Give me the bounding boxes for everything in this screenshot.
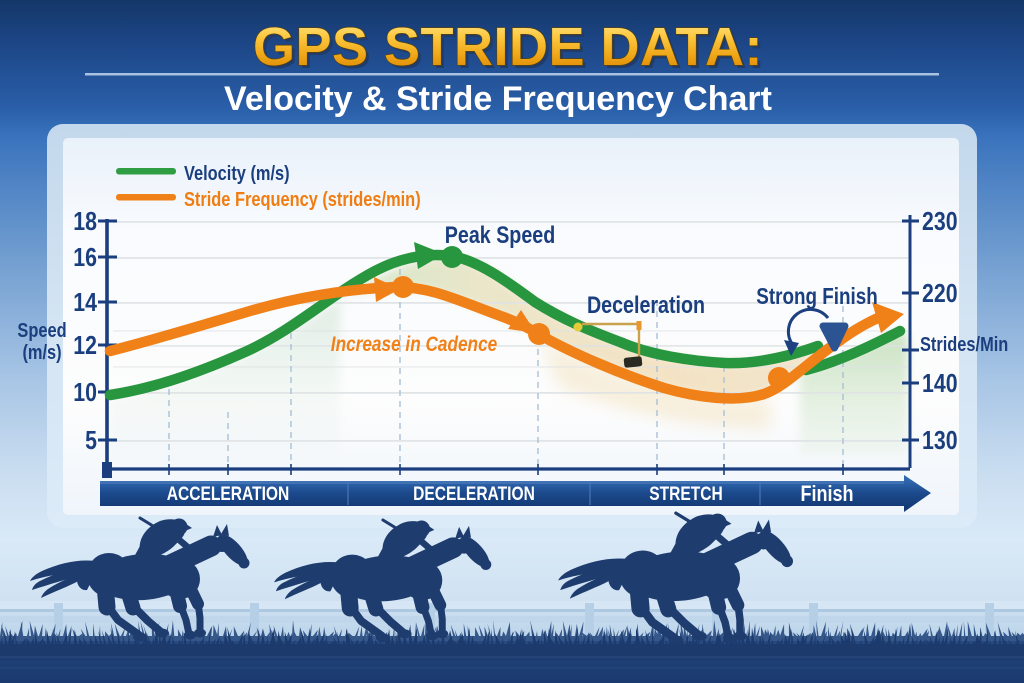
svg-text:Strong Finish: Strong Finish [756, 284, 877, 309]
svg-text:(m/s): (m/s) [22, 340, 61, 363]
svg-text:140: 140 [922, 369, 958, 399]
svg-text:130: 130 [922, 426, 958, 456]
svg-text:16: 16 [73, 243, 97, 273]
svg-text:220: 220 [922, 279, 958, 309]
svg-text:Velocity & Stride Frequency Ch: Velocity & Stride Frequency Chart [224, 80, 772, 118]
svg-text:14: 14 [73, 288, 97, 318]
svg-text:Finish: Finish [800, 482, 853, 506]
svg-text:Deceleration: Deceleration [587, 291, 705, 318]
svg-text:Strides/Min: Strides/Min [920, 332, 1008, 355]
svg-text:18: 18 [73, 207, 97, 237]
svg-text:5: 5 [85, 426, 97, 456]
svg-text:Velocity (m/s): Velocity (m/s) [184, 161, 290, 184]
svg-text:Speed: Speed [17, 318, 66, 341]
svg-text:GPS STRIDE DATA:: GPS STRIDE DATA: [253, 17, 763, 77]
svg-text:GPS STRIDE DATA:: GPS STRIDE DATA: [256, 20, 766, 80]
svg-text:ACCELERATION: ACCELERATION [167, 483, 290, 505]
svg-text:10: 10 [73, 378, 97, 408]
svg-text:Peak Speed: Peak Speed [445, 221, 555, 248]
svg-text:STRETCH: STRETCH [649, 483, 723, 505]
svg-text:12: 12 [73, 331, 97, 361]
svg-text:230: 230 [922, 207, 958, 237]
svg-text:Stride Frequency (strides/min): Stride Frequency (strides/min) [184, 187, 421, 210]
svg-text:Increase in Cadence: Increase in Cadence [331, 334, 498, 357]
svg-text:DECELERATION: DECELERATION [413, 483, 535, 505]
